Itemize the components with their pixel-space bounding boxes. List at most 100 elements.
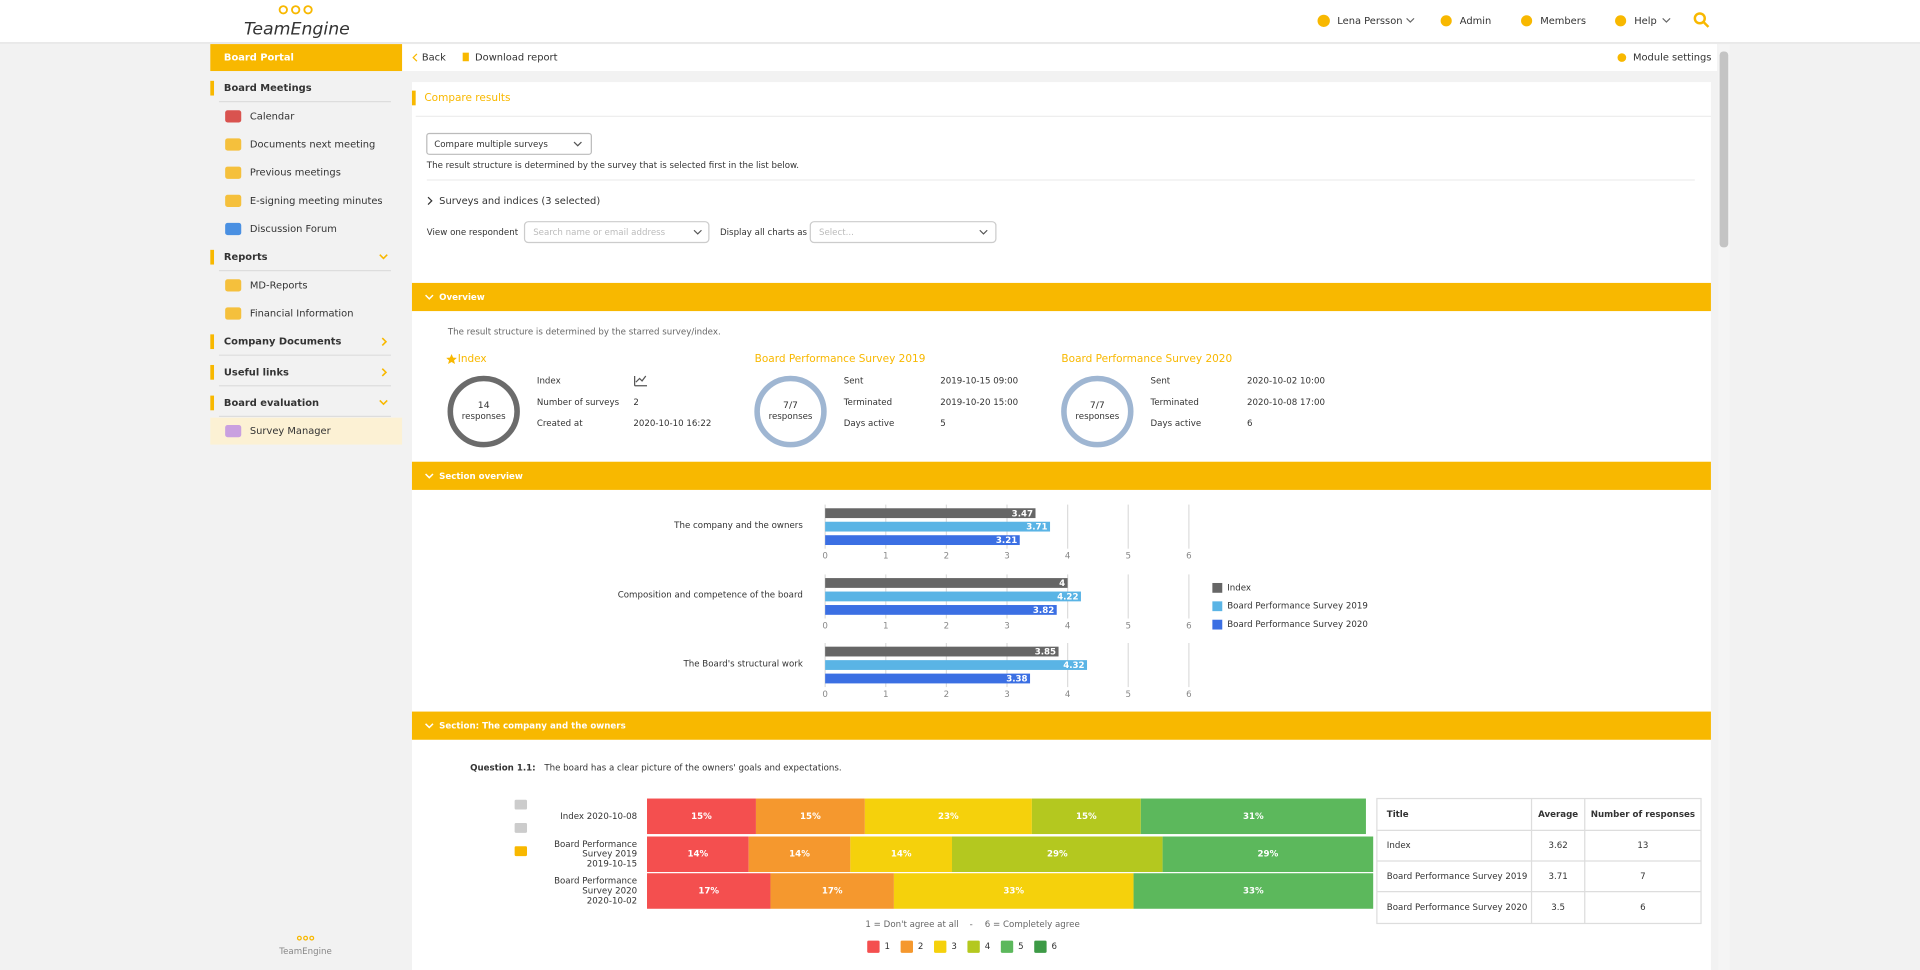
logo-figure xyxy=(278,5,288,15)
x-tick-label: 6 xyxy=(1186,621,1192,631)
logo-figure xyxy=(303,5,313,15)
sidebar-section[interactable]: Reports xyxy=(224,252,268,263)
section-bar xyxy=(411,282,1711,312)
segment-label: 23% xyxy=(938,812,959,822)
question-label: Question 1.1: xyxy=(470,763,536,773)
sidebar-link[interactable]: Previous meetings xyxy=(250,168,341,179)
x-tick-label: 3 xyxy=(1004,621,1010,631)
search-icon[interactable] xyxy=(1693,12,1706,25)
bar xyxy=(825,673,1031,684)
category-label: Composition and competence of the board xyxy=(618,591,803,601)
segment-label: 17% xyxy=(822,887,843,897)
nav-link[interactable]: Help xyxy=(1634,16,1657,27)
back-icon xyxy=(412,53,418,62)
bar xyxy=(825,660,1088,670)
sidebar-link[interactable]: Financial Information xyxy=(250,309,354,320)
x-tick-label: 4 xyxy=(1065,690,1071,700)
response-ring xyxy=(754,375,827,448)
field-label: Days active xyxy=(844,419,895,429)
bar-value-label: 3.82 xyxy=(1033,606,1054,616)
surveys-toggle[interactable]: Surveys and indices (3 selected) xyxy=(439,196,600,207)
item-icon xyxy=(225,166,242,179)
card-title: Board Performance Survey 2019 xyxy=(755,353,926,365)
segment-label: 33% xyxy=(1003,887,1024,897)
x-tick-label: 6 xyxy=(1186,690,1192,700)
legend-label: 1 xyxy=(885,942,891,952)
x-tick-label: 1 xyxy=(883,552,889,562)
respondent-input xyxy=(523,221,710,244)
sidebar-link[interactable]: MD-Reports xyxy=(250,280,308,291)
x-tick-label: 2 xyxy=(944,621,950,631)
row-label: Index 2020-10-08 xyxy=(560,812,637,822)
section-title[interactable]: Section: The company and the owners xyxy=(439,722,626,732)
sidebar-link[interactable]: E-signing meeting minutes xyxy=(250,196,383,207)
x-tick-label: 5 xyxy=(1125,690,1131,700)
sidebar-link[interactable]: Documents next meeting xyxy=(250,140,375,151)
segment-label: 14% xyxy=(789,850,810,860)
scale-low: 1 = Don't agree at all xyxy=(865,920,958,930)
header xyxy=(0,0,1920,43)
ring-value: 7/7 xyxy=(783,400,798,411)
item-icon xyxy=(225,222,242,236)
sidebar-section[interactable]: Company Documents xyxy=(224,337,342,348)
x-tick-label: 1 xyxy=(883,690,889,700)
row-label: 2019-10-15 xyxy=(587,860,637,870)
chart-type-icon xyxy=(514,823,528,833)
legend-swatch xyxy=(1212,582,1223,593)
table-cell: 13 xyxy=(1637,841,1648,851)
sidebar-link[interactable]: Calendar xyxy=(250,111,295,122)
ring-value: 14 xyxy=(478,400,490,411)
user-menu[interactable]: Lena Persson xyxy=(1337,16,1402,27)
item-icon xyxy=(225,424,242,438)
sidebar-section[interactable]: Board Meetings xyxy=(224,83,312,94)
field-label: Index xyxy=(537,376,561,386)
legend-label: Index xyxy=(1227,583,1251,593)
table-cell: 3.71 xyxy=(1549,872,1568,882)
x-tick-label: 0 xyxy=(822,621,828,631)
sidebar-link[interactable]: Survey Manager xyxy=(250,426,332,437)
legend-label: 4 xyxy=(985,942,991,952)
logo[interactable]: TeamEngine xyxy=(244,19,350,39)
field-label: Terminated xyxy=(1150,398,1199,408)
user-icon xyxy=(1317,14,1330,27)
nav-link[interactable]: Admin xyxy=(1460,16,1491,27)
field-value: 2019-10-20 15:00 xyxy=(940,398,1018,408)
scrollbar-track xyxy=(1718,44,1730,970)
chevron xyxy=(1662,17,1671,23)
sidebar-section[interactable]: Useful links xyxy=(224,367,289,378)
section-title[interactable]: Overview xyxy=(439,293,485,303)
field-value: 5 xyxy=(940,419,946,429)
section-title[interactable]: Section overview xyxy=(439,472,523,482)
stacked-segment xyxy=(647,836,749,873)
table-cell: Board Performance Survey 2019 xyxy=(1387,872,1528,882)
row-label: Survey 2019 xyxy=(582,850,637,860)
collapse-icon xyxy=(425,473,434,479)
input-placeholder[interactable]: Search name or email address xyxy=(533,228,665,238)
select-placeholder[interactable]: Select... xyxy=(819,228,854,238)
section-marker xyxy=(210,334,215,350)
download-button[interactable]: Download report xyxy=(475,53,558,64)
field-value: 2020-10-10 16:22 xyxy=(633,419,711,429)
settings-button[interactable]: Module settings xyxy=(1633,53,1711,64)
legend-label: Board Performance Survey 2019 xyxy=(1227,602,1368,612)
row-label: Board Performance xyxy=(554,877,637,887)
x-tick-label: 6 xyxy=(1186,552,1192,562)
segment-label: 29% xyxy=(1258,850,1279,860)
segment-label: 14% xyxy=(891,850,912,860)
table-cell: 3.62 xyxy=(1549,841,1568,851)
bar xyxy=(825,605,1057,615)
toolbar xyxy=(402,44,1718,72)
chevron xyxy=(573,141,582,147)
stacked-segment xyxy=(850,836,953,873)
search-handle xyxy=(1702,21,1710,28)
legend-swatch xyxy=(1212,619,1223,630)
table-cell: 7 xyxy=(1640,872,1646,882)
bar-value-label: 4.22 xyxy=(1057,593,1078,603)
sidebar-link[interactable]: Discussion Forum xyxy=(250,224,337,235)
nav-link[interactable]: Members xyxy=(1540,16,1586,27)
back-button[interactable]: Back xyxy=(422,53,446,64)
stacked-segment xyxy=(647,873,771,909)
legend-swatch xyxy=(900,940,913,953)
sidebar-section[interactable]: Board evaluation xyxy=(224,398,319,409)
segment-label: 17% xyxy=(698,887,719,897)
